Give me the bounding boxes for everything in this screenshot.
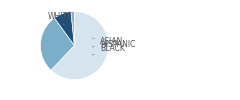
Wedge shape — [54, 12, 74, 46]
Wedge shape — [51, 12, 108, 80]
Text: HISPANIC: HISPANIC — [92, 40, 135, 49]
Wedge shape — [40, 18, 74, 70]
Text: ASIAN: ASIAN — [92, 37, 123, 46]
Text: BLACK: BLACK — [92, 44, 125, 55]
Wedge shape — [71, 12, 74, 46]
Text: WHITE: WHITE — [48, 12, 73, 25]
